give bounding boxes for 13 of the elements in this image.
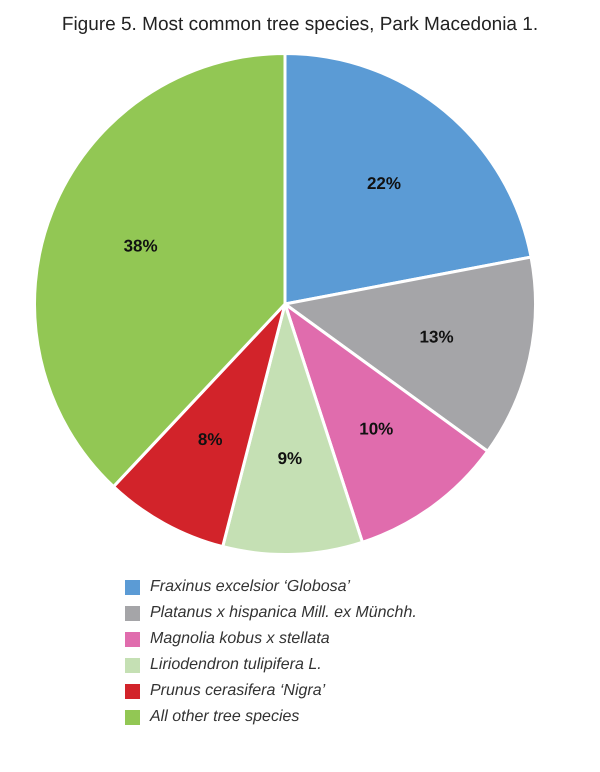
- legend-label: Magnolia kobus x stellata: [150, 630, 330, 648]
- legend-label: Prunus cerasifera ‘Nigra’: [150, 682, 326, 700]
- data-label: 9%: [278, 448, 302, 468]
- data-label: 38%: [124, 236, 158, 256]
- chart-title: Figure 5. Most common tree species, Park Macedonia 1.: [60, 14, 540, 36]
- legend-label: Liriodendron tulipifera L.: [150, 656, 322, 674]
- data-label: 13%: [420, 328, 454, 347]
- data-label: 8%: [198, 430, 222, 449]
- legend-label: All other tree species: [150, 708, 300, 726]
- legend-label: Fraxinus excelsior ‘Globosa’: [150, 578, 350, 596]
- legend-label: Platanus x hispanica Mill. ex Münchh.: [150, 604, 417, 622]
- data-label: 10%: [359, 419, 394, 438]
- data-label: 22%: [366, 174, 402, 194]
